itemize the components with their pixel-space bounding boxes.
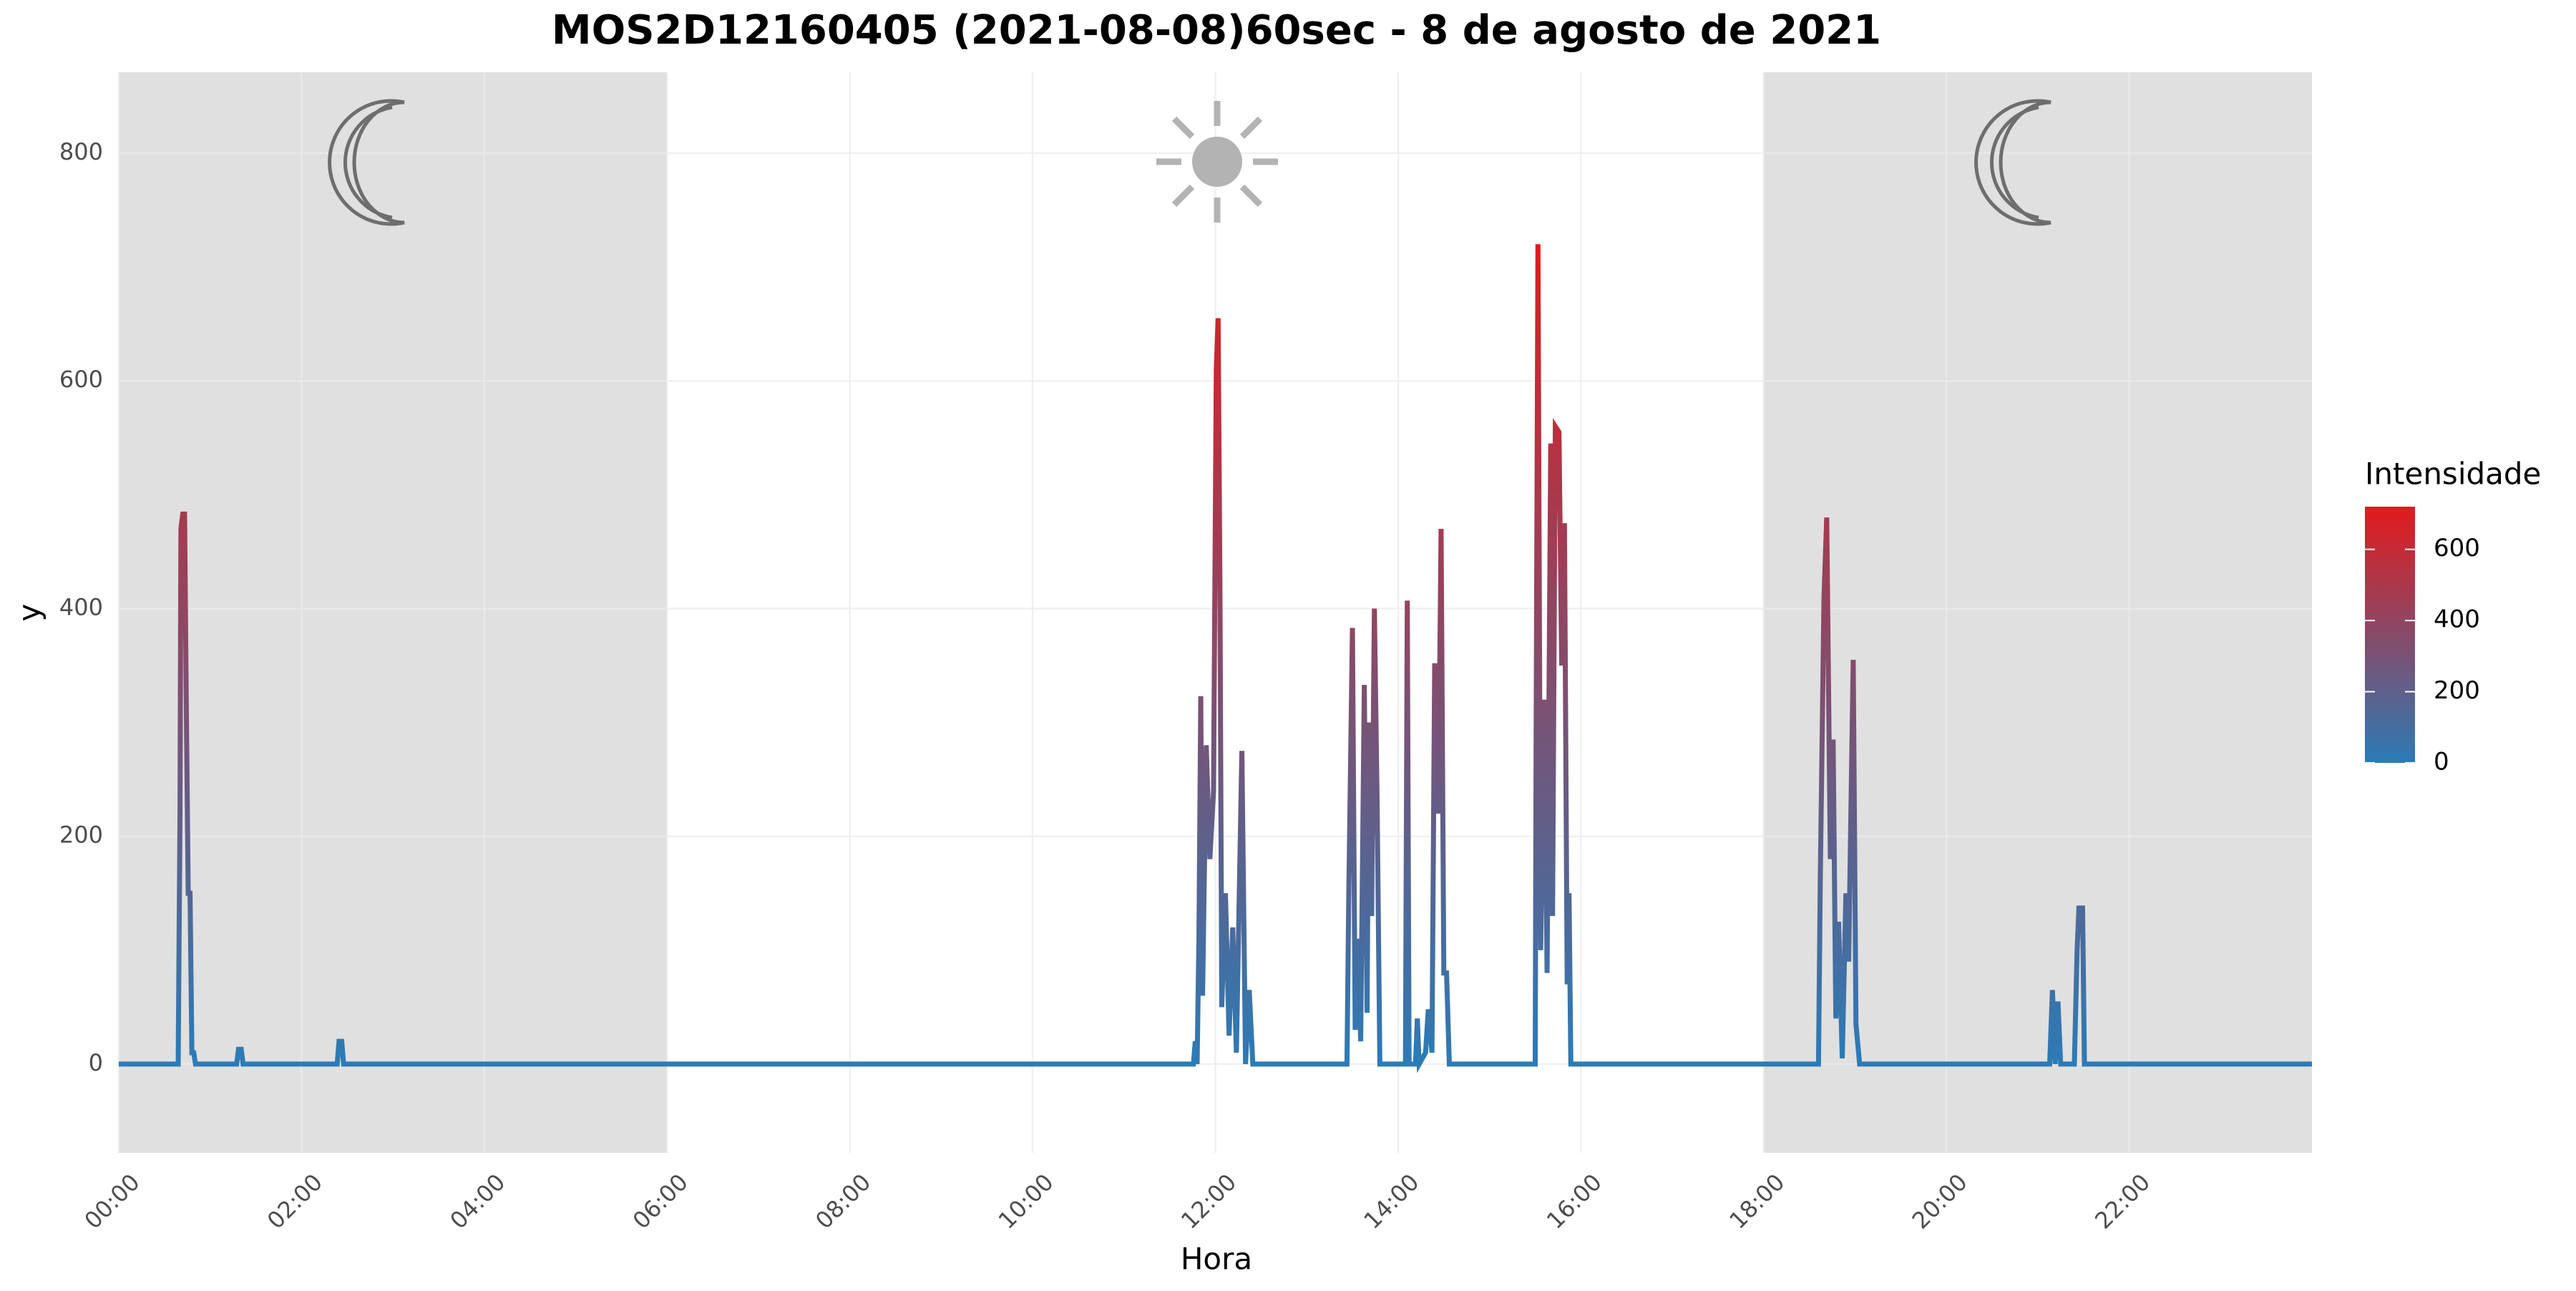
x-tick-label: 02:00	[262, 1169, 328, 1234]
x-tick-label: 00:00	[79, 1169, 145, 1234]
y-tick-label: 0	[89, 1049, 103, 1076]
sun-icon	[1156, 101, 1278, 223]
legend-colorbar	[2365, 507, 2415, 763]
x-tick-label: 22:00	[2089, 1169, 2155, 1234]
legend-tick-label: 400	[2434, 605, 2480, 634]
y-tick-label: 800	[59, 138, 103, 165]
y-tick-label: 600	[59, 366, 103, 393]
x-tick-label: 16:00	[1541, 1169, 1607, 1234]
moon-icon	[328, 99, 405, 226]
x-tick-label: 06:00	[628, 1169, 693, 1234]
x-tick-label: 18:00	[1724, 1169, 1790, 1234]
y-axis-title: y	[12, 604, 47, 622]
x-tick-label: 08:00	[810, 1169, 876, 1234]
x-tick-label: 10:00	[993, 1169, 1059, 1234]
legend-tick-label: 0	[2434, 748, 2449, 776]
y-tick-label: 200	[59, 822, 103, 849]
legend-tick-label: 600	[2434, 534, 2480, 562]
chart-title: MOS2D12160405 (2021-08-08)60sec - 8 de a…	[552, 7, 1881, 54]
x-tick-label: 14:00	[1358, 1169, 1424, 1234]
data-line	[119, 244, 2312, 1073]
x-tick-label: 12:00	[1176, 1169, 1241, 1234]
legend-title: Intensidade	[2365, 457, 2541, 492]
x-tick-label: 20:00	[1907, 1169, 1973, 1234]
night-region	[119, 72, 668, 1153]
legend-tick-label: 200	[2434, 676, 2480, 705]
plot-background	[117, 72, 2312, 1153]
day-night-icons	[328, 99, 2051, 226]
x-tick-label: 04:00	[444, 1169, 510, 1234]
moon-icon	[1974, 99, 2051, 226]
x-axis-title: Hora	[1181, 1242, 1252, 1277]
y-tick-label: 400	[59, 593, 103, 620]
